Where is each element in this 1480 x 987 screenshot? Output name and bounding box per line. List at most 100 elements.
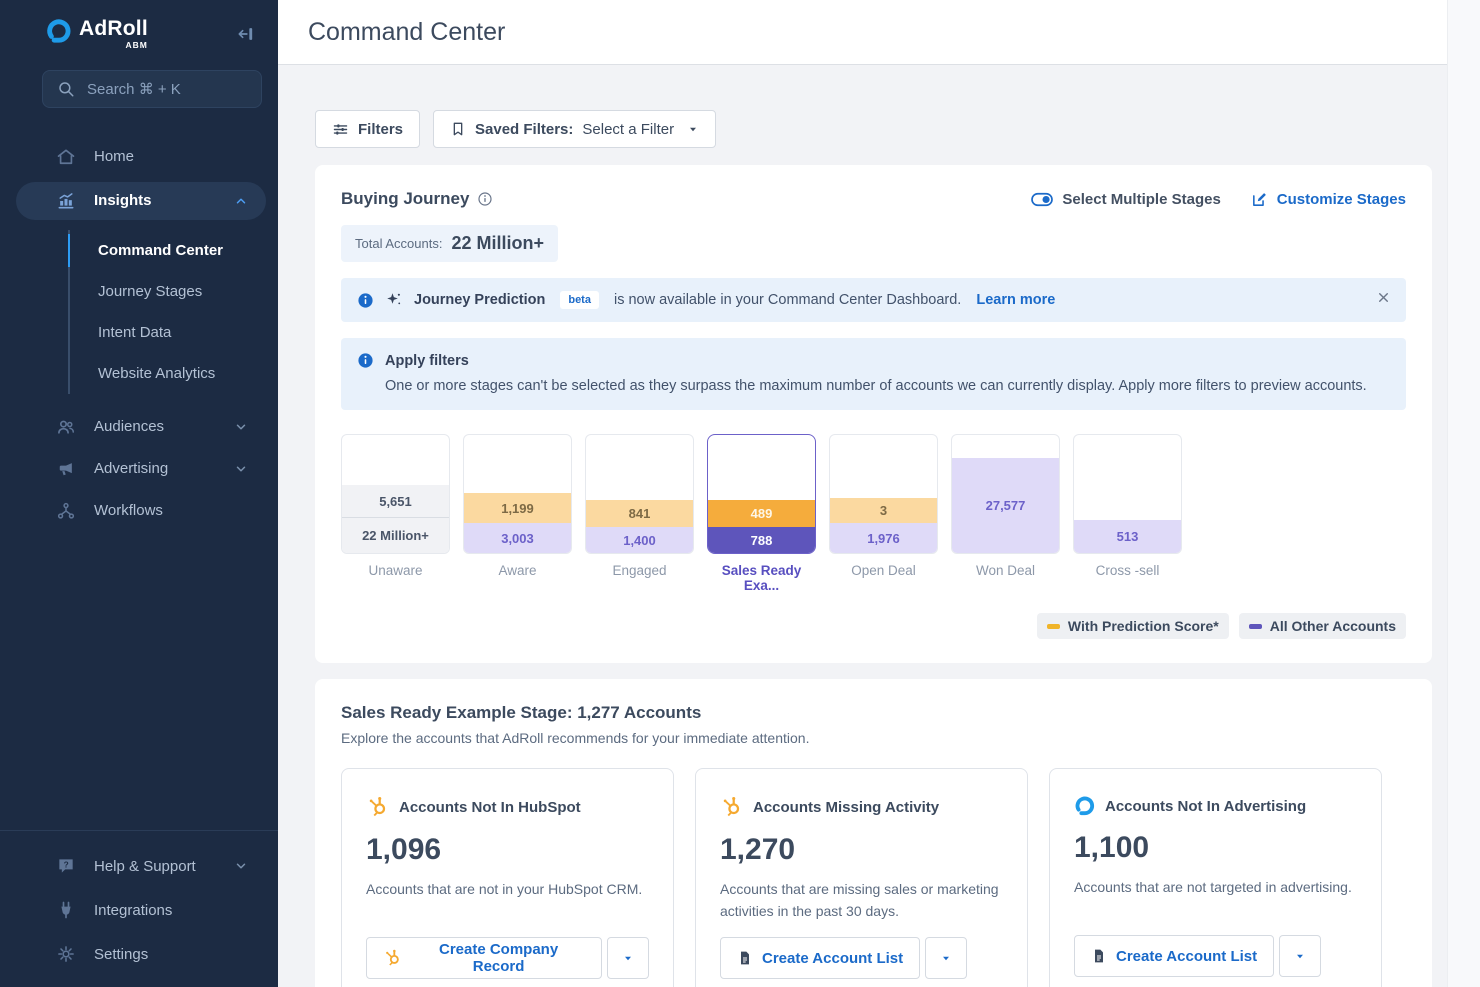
gear-icon <box>58 946 74 962</box>
card-description: Accounts that are not targeted in advert… <box>1074 879 1352 896</box>
audiences-icon <box>58 420 74 434</box>
sidebar: AdRoll ABM Search ⌘ + K <box>0 0 278 987</box>
stage-column-aware[interactable]: 1,199 3,003 Aware <box>463 434 572 593</box>
stage-band-prediction: 489 <box>708 500 815 528</box>
filters-button-label: Filters <box>358 120 404 138</box>
info-filled-icon <box>358 292 373 308</box>
saved-filters-dropdown[interactable]: Saved Filters: Select a Filter <box>433 110 717 148</box>
sidebar-collapse-button[interactable] <box>236 24 256 44</box>
stage-band-others: 788 <box>708 527 815 554</box>
stage-label: Engaged <box>612 563 667 579</box>
button-label: Create Company Record <box>438 941 559 976</box>
stage-column-open-deal[interactable]: 3 1,976 Open Deal <box>829 434 938 593</box>
sidebar-item-label: Intent Data <box>98 323 172 341</box>
plug-icon <box>61 901 71 919</box>
sidebar-item-help-support[interactable]: ? Help & Support <box>0 845 278 887</box>
card-description: Accounts that are missing sales or marke… <box>720 881 999 920</box>
create-account-list-caret[interactable] <box>1279 935 1322 978</box>
stage-band-others: 22 Million+ <box>342 518 449 554</box>
beta-badge: beta <box>560 291 599 309</box>
document-icon <box>741 952 749 965</box>
search-input[interactable]: Search ⌘ + K <box>42 69 262 108</box>
card-count: 1,096 <box>366 833 442 867</box>
sidebar-item-advertising[interactable]: Advertising <box>0 452 278 486</box>
create-account-list-caret[interactable] <box>925 937 968 980</box>
buying-journey-card: Buying Journey S <box>315 165 1432 664</box>
document-icon <box>1095 950 1103 963</box>
edit-icon <box>1252 192 1266 206</box>
stage-column-sales-ready-selected[interactable]: 489 788 Sales Ready Exa... <box>707 434 816 593</box>
buying-journey-title: Buying Journey <box>341 189 470 208</box>
stage-label: Open Deal <box>851 563 916 579</box>
search-icon <box>59 81 74 96</box>
sidebar-item-insights[interactable]: Insights <box>16 181 266 220</box>
collapse-icon <box>238 28 253 40</box>
card-title: Accounts Not In HubSpot <box>399 798 581 816</box>
button-label: Create Account List <box>1116 947 1258 965</box>
card-count: 1,100 <box>1074 831 1150 865</box>
card-accounts-missing-activity: Accounts Missing Activity 1,270 Accounts… <box>695 768 1028 987</box>
legend-chip-orange <box>1046 623 1060 629</box>
filter-toolbar: Filters Saved Filters: Select a Filter <box>315 110 1432 148</box>
total-accounts-value: 22 Million+ <box>451 233 544 253</box>
sidebar-footer: ? Help & Support Integrations <box>0 830 278 987</box>
sidebar-item-intent-data[interactable]: Intent Data <box>70 312 278 353</box>
card-title: Accounts Missing Activity <box>753 798 940 816</box>
stage-column-engaged[interactable]: 841 1,400 Engaged <box>585 434 694 593</box>
sidebar-item-label: Audiences <box>94 418 165 435</box>
sidebar-item-journey-stages[interactable]: Journey Stages <box>70 271 278 312</box>
help-icon: ? <box>59 859 73 873</box>
sidebar-item-label: Command Center <box>98 241 224 259</box>
stage-band-others: 1,976 <box>830 523 937 554</box>
sidebar-item-settings[interactable]: Settings <box>0 933 278 975</box>
hubspot-icon <box>369 797 386 817</box>
create-account-list-button[interactable]: Create Account List <box>720 937 921 980</box>
sidebar-item-label: Insights <box>94 192 152 209</box>
sidebar-item-label: Home <box>94 148 135 165</box>
learn-more-link[interactable]: Learn more <box>976 292 1056 308</box>
stage-band-others: 3,003 <box>464 523 571 554</box>
sidebar-item-label: Advertising <box>94 460 169 477</box>
card-accounts-not-in-advertising: Accounts Not In Advertising 1,100 Accoun… <box>1049 768 1382 987</box>
filters-icon <box>333 123 348 135</box>
bookmark-icon <box>453 122 463 136</box>
adroll-logo[interactable]: AdRoll ABM <box>46 18 148 50</box>
chevron-down-icon <box>236 423 246 430</box>
sidebar-item-command-center[interactable]: Command Center <box>68 230 278 271</box>
apply-filters-message: One or more stages can't be selected as … <box>385 378 1367 395</box>
sidebar-item-label: Workflows <box>94 502 163 519</box>
sidebar-item-workflows[interactable]: Workflows <box>0 494 278 528</box>
stage-section-subtitle: Explore the accounts that AdRoll recomme… <box>341 730 810 747</box>
scrollbar[interactable] <box>1447 0 1480 987</box>
stage-band-others: 1,400 <box>586 527 693 554</box>
home-icon <box>57 149 75 164</box>
saved-filters-label: Saved Filters: <box>475 120 574 138</box>
chevron-down-icon <box>236 465 246 472</box>
sidebar-item-home[interactable]: Home <box>0 140 278 174</box>
stage-label: Unaware <box>368 563 423 579</box>
journey-prediction-message: is now available in your Command Center … <box>613 292 962 308</box>
sparkles-icon <box>387 293 401 305</box>
create-company-record-button[interactable]: Create Company Record <box>366 937 603 980</box>
stage-column-cross-sell[interactable]: 513 Cross -sell <box>1073 434 1182 593</box>
stage-band-others: 513 <box>1074 520 1181 554</box>
sidebar-item-website-analytics[interactable]: Website Analytics <box>70 353 278 394</box>
caret-down-icon <box>943 957 950 961</box>
create-account-list-button[interactable]: Create Account List <box>1074 935 1275 978</box>
svg-text:?: ? <box>64 859 69 869</box>
select-multiple-stages-toggle[interactable]: Select Multiple Stages <box>1031 191 1221 208</box>
customize-stages-button[interactable]: Customize Stages <box>1251 191 1406 208</box>
card-accounts-not-in-hubspot: Accounts Not In HubSpot 1,096 Accounts t… <box>341 768 674 987</box>
stage-column-won-deal[interactable]: 27,577 Won Deal <box>951 434 1060 593</box>
total-accounts-label: Total Accounts: <box>355 236 443 251</box>
sidebar-item-audiences[interactable]: Audiences <box>0 410 278 444</box>
filters-button[interactable]: Filters <box>315 110 421 148</box>
sidebar-item-integrations[interactable]: Integrations <box>0 889 278 931</box>
banner-close-button[interactable] <box>1377 291 1390 304</box>
sidebar-divider <box>0 830 278 831</box>
info-icon[interactable] <box>477 191 493 207</box>
info-filled-icon <box>358 353 373 368</box>
stage-column-unaware[interactable]: 5,651 22 Million+ Unaware <box>341 434 450 593</box>
insights-subnav: Command Center Journey Stages Intent Dat… <box>68 229 278 394</box>
create-company-record-caret[interactable] <box>607 937 649 980</box>
